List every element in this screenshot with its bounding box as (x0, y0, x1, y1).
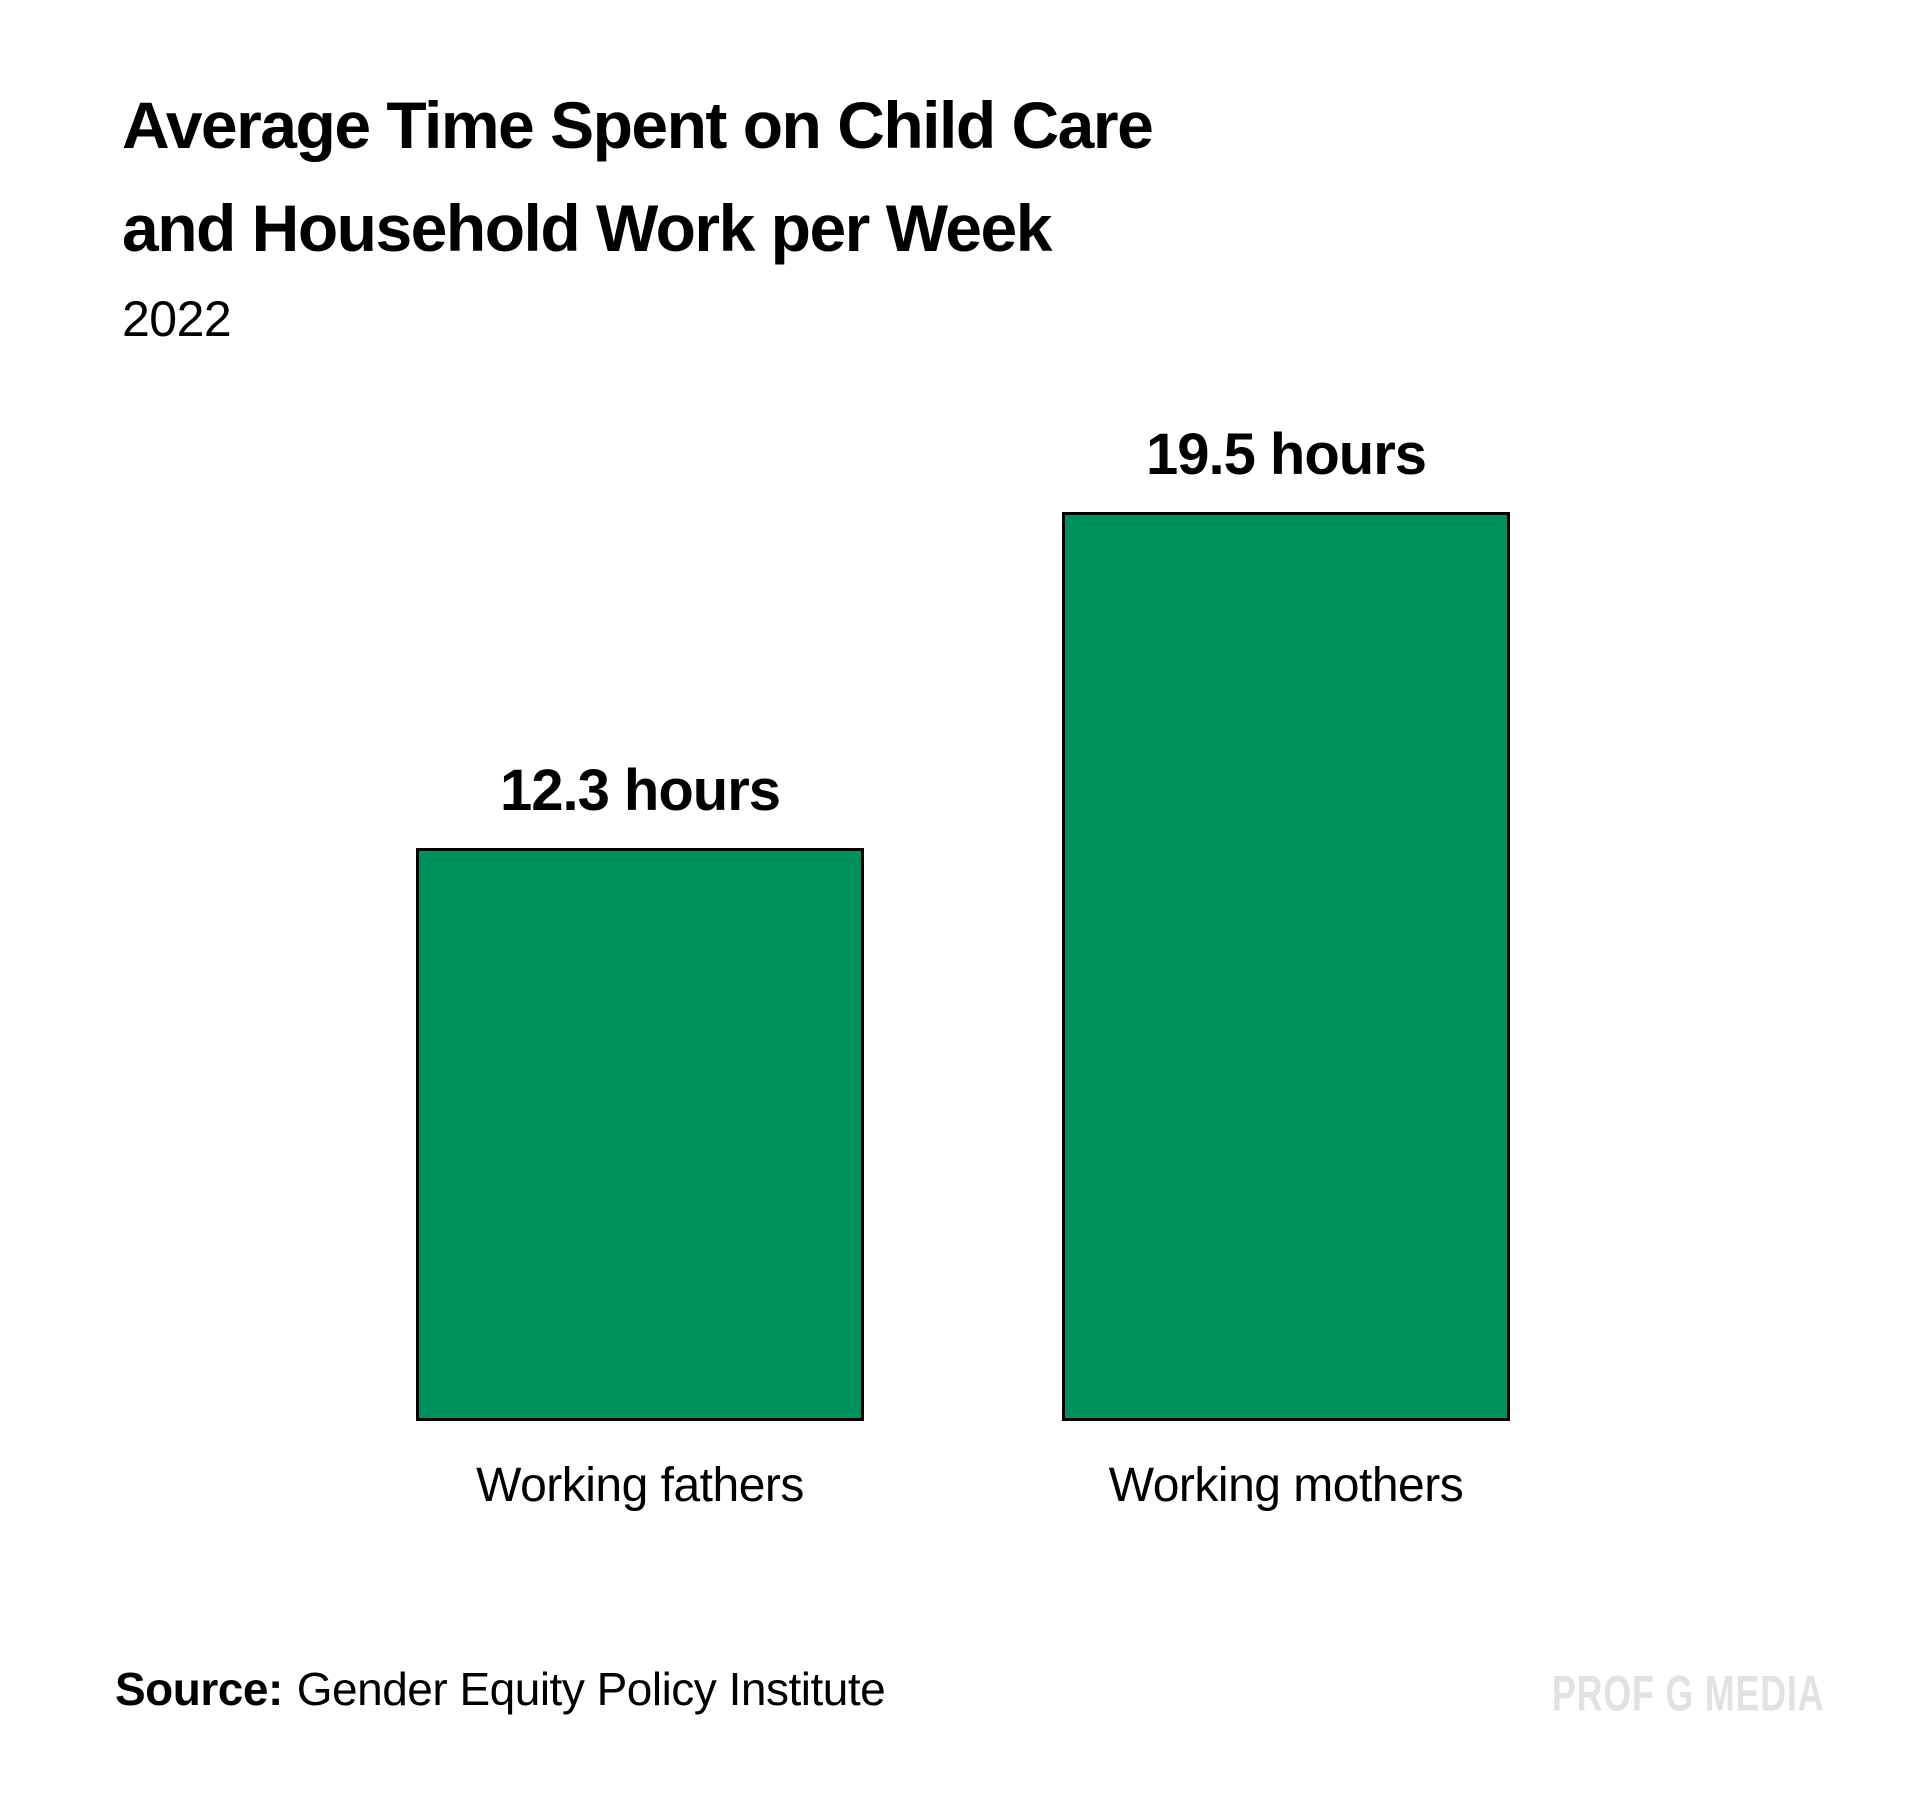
watermark-prof-g-media: PROF G MEDIA (1551, 1665, 1824, 1722)
bar-working-fathers (416, 848, 864, 1421)
bar-group-working-fathers: 12.3 hours (416, 757, 864, 1421)
chart-subtitle-year: 2022 (122, 291, 232, 347)
source-line: Source: Gender Equity Policy Institute (115, 1662, 886, 1716)
bar-group-working-mothers: 19.5 hours (1062, 421, 1510, 1421)
chart-title-line2: and Household Work per Week (122, 191, 1052, 265)
chart-title: Average Time Spent on Child Care and Hou… (122, 74, 1154, 280)
chart-title-line1: Average Time Spent on Child Care (122, 88, 1154, 162)
source-text: Gender Equity Policy Institute (296, 1663, 886, 1715)
category-label-working-fathers: Working fathers (476, 1459, 804, 1512)
source-label: Source: (115, 1663, 283, 1715)
value-label-working-fathers: 12.3 hours (499, 758, 781, 823)
bar-working-mothers (1062, 512, 1510, 1421)
value-label-working-mothers: 19.5 hours (1145, 422, 1427, 487)
category-label-working-mothers: Working mothers (1108, 1459, 1464, 1512)
